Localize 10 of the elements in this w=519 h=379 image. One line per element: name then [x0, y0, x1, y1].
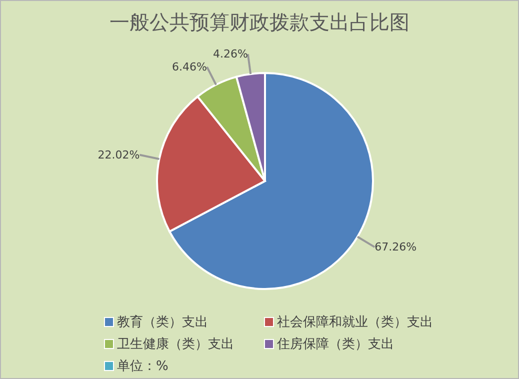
- legend-label: 社会保障和就业（类）支出: [277, 314, 433, 331]
- data-label: 22.02%: [98, 148, 140, 162]
- data-label: 67.26%: [374, 240, 417, 254]
- data-label: 4.26%: [212, 48, 248, 61]
- legend-label: 卫生健康（类）支出: [117, 336, 234, 353]
- legend-label: 住房保障（类）支出: [277, 336, 394, 353]
- legend-label: 教育（类）支出: [117, 314, 208, 331]
- data-label: 6.46%: [172, 60, 207, 74]
- chart-title: 一般公共预算财政拨款支出占比图: [108, 9, 410, 36]
- text: 单位：%: [117, 358, 168, 375]
